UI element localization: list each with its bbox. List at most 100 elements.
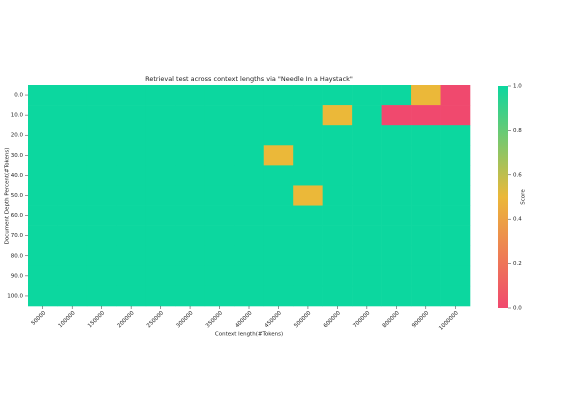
heatmap-cell (86, 185, 117, 206)
heatmap-cell (411, 265, 441, 287)
heatmap-cell (86, 265, 117, 287)
heatmap-cell (145, 185, 176, 206)
heatmap-cell (381, 165, 412, 186)
heatmap-cell (86, 125, 117, 146)
heatmap-cell (116, 165, 147, 186)
heatmap-cell (57, 85, 88, 106)
x-tick-label: 700000 (352, 310, 371, 329)
heatmap-cell (263, 245, 294, 267)
y-tick-label: 90.0 (11, 273, 24, 279)
heatmap-cell (175, 205, 206, 226)
heatmap-cell (381, 265, 412, 287)
x-tick-label: 1000000 (438, 310, 460, 332)
heatmap-cell (293, 225, 323, 247)
colorbar-tick-label: 0.4 (513, 217, 522, 223)
heatmap-cell (322, 285, 353, 307)
heatmap-cell (86, 245, 117, 267)
x-tick-label: 450000 (264, 310, 283, 329)
heatmap-cell (293, 185, 323, 206)
heatmap-cell (411, 85, 441, 106)
heatmap-cell (322, 185, 353, 206)
colorbar (498, 86, 508, 308)
heatmap-cell (263, 145, 294, 166)
heatmap-cell (57, 245, 88, 267)
heatmap-cell (440, 205, 471, 226)
y-axis-label: Document Depth Percent(#Tokens) (5, 148, 11, 245)
heatmap-cell (234, 265, 265, 287)
heatmap-cell (204, 85, 235, 106)
heatmap-cell (234, 245, 265, 267)
heatmap-cell (28, 125, 58, 146)
heatmap-cell (352, 145, 382, 166)
heatmap-cell (57, 165, 88, 186)
heatmap-cell (263, 165, 294, 186)
heatmap-cell (381, 145, 412, 166)
heatmap-cell (145, 265, 176, 287)
x-tick-label: 250000 (146, 310, 165, 329)
heatmap-cell (86, 105, 117, 126)
heatmap-cell (145, 165, 176, 186)
heatmap-cell (175, 285, 206, 307)
heatmap-cell (234, 185, 265, 206)
heatmap-cell (263, 265, 294, 287)
heatmap-cell (145, 105, 176, 126)
heatmap-cell (293, 205, 323, 226)
y-tick-label: 10.0 (11, 113, 24, 119)
heatmap-cell (116, 265, 147, 287)
heatmap-cell (175, 145, 206, 166)
x-tick-label: 100000 (58, 310, 77, 329)
heatmap-cell (57, 125, 88, 146)
heatmap-cell (234, 285, 265, 307)
heatmap-cell (204, 125, 235, 146)
colorbar-tick-label: 0.6 (513, 172, 522, 178)
x-tick-label: 50000 (31, 310, 48, 327)
heatmap-cell (86, 285, 117, 307)
heatmap-cell (145, 245, 176, 267)
heatmap-cell (381, 205, 412, 226)
heatmap-cell (204, 205, 235, 226)
y-tick-label: 80.0 (11, 253, 24, 259)
heatmap-cell (234, 145, 265, 166)
heatmap-cell (381, 245, 412, 267)
chart-title: Retrieval test across context lengths vi… (145, 75, 353, 83)
x-tick-label: 300000 (175, 310, 194, 329)
heatmap-cell (293, 285, 323, 307)
heatmap-cell (86, 145, 117, 166)
heatmap-cell (381, 105, 412, 126)
heatmap-cell (293, 265, 323, 287)
heatmap-cell (234, 165, 265, 186)
heatmap-cell (411, 185, 441, 206)
heatmap-cell (322, 165, 353, 186)
heatmap-cell (440, 265, 471, 287)
heatmap-cell (204, 105, 235, 126)
heatmap-cell (352, 85, 382, 106)
heatmap-cell (145, 205, 176, 226)
y-tick-label: 0.0 (14, 93, 23, 99)
heatmap-cell (440, 245, 471, 267)
heatmap-cell (234, 205, 265, 226)
heatmap-cell (57, 285, 88, 307)
heatmap-cell (86, 205, 117, 226)
heatmap-cell (263, 225, 294, 247)
heatmap-cell (204, 145, 235, 166)
heatmap-cell (175, 265, 206, 287)
heatmap-cell (293, 125, 323, 146)
heatmap-cell (116, 105, 147, 126)
heatmap-cell (352, 205, 382, 226)
heatmap-cell (352, 245, 382, 267)
heatmap-cell (263, 125, 294, 146)
heatmap-cell (234, 105, 265, 126)
heatmap-cell (86, 85, 117, 106)
heatmap-cell (263, 185, 294, 206)
x-tick-label: 800000 (382, 310, 401, 329)
heatmap-cell (234, 125, 265, 146)
heatmap-cell (234, 225, 265, 247)
colorbar-tick-label: 1.0 (513, 84, 522, 90)
heatmap-cell (263, 205, 294, 226)
heatmap-cell (293, 145, 323, 166)
heatmap-cell (411, 105, 441, 126)
heatmap-cell (322, 125, 353, 146)
heatmap-cell (145, 285, 176, 307)
heatmap-cell (411, 145, 441, 166)
